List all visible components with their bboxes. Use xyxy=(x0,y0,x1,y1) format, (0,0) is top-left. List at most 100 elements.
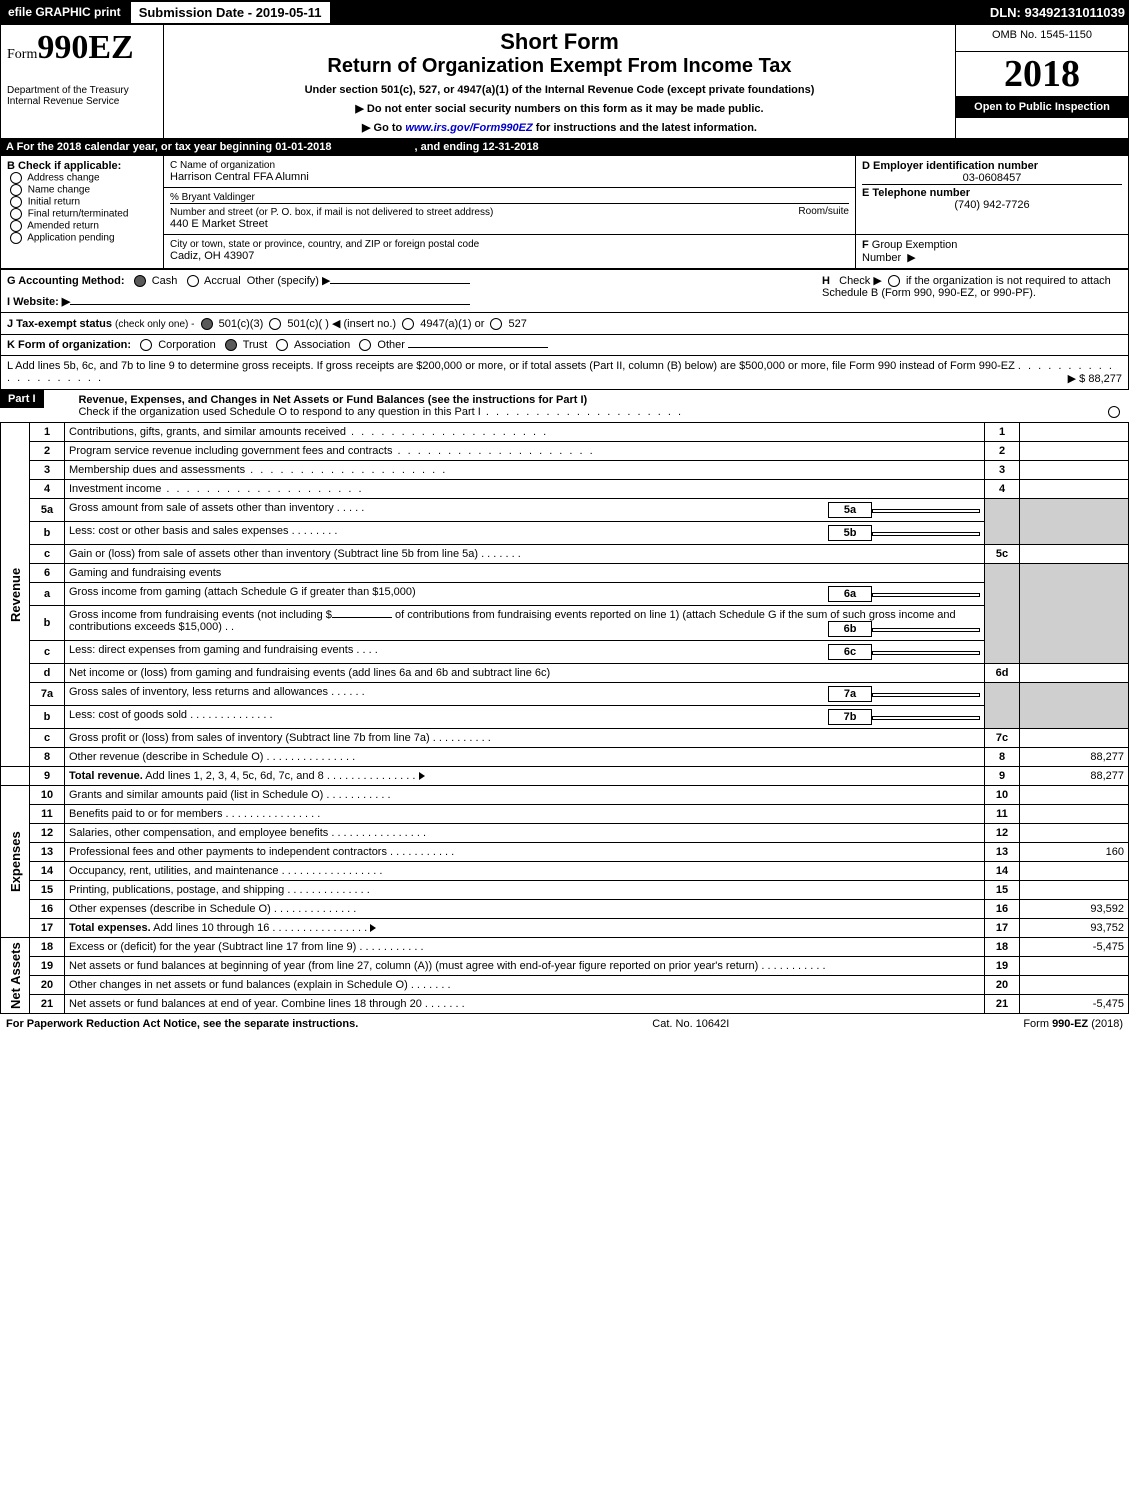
line7c-desc: Gross profit or (loss) from sales of inv… xyxy=(69,732,430,744)
line-i-label: I Website: ▶ xyxy=(7,296,70,308)
line5a-desc: Gross amount from sale of assets other t… xyxy=(69,502,334,514)
efile-label: efile GRAPHIC print xyxy=(4,5,125,19)
line1-desc: Contributions, gifts, grants, and simila… xyxy=(69,426,346,438)
street-label: Number and street (or P. O. box, if mail… xyxy=(170,207,493,218)
line13-desc: Professional fees and other payments to … xyxy=(69,846,387,858)
line21-desc: Net assets or fund balances at end of ye… xyxy=(69,998,422,1010)
radio-corp[interactable] xyxy=(140,339,152,351)
room-label: Room/suite xyxy=(798,206,849,217)
box-f-label: F Group ExemptionNumber ▶ xyxy=(862,239,1122,264)
line3-desc: Membership dues and assessments xyxy=(69,464,245,476)
org-name: Harrison Central FFA Alumni xyxy=(170,171,849,183)
line-h-label: H xyxy=(822,275,830,287)
street-value: 440 E Market Street xyxy=(170,218,849,230)
line-l-amount: ▶ $ 88,277 xyxy=(1068,372,1122,385)
irs-link[interactable]: www.irs.gov/Form990EZ xyxy=(405,122,532,134)
header-table: Form990EZ Department of the Treasury Int… xyxy=(0,24,1129,139)
footer-mid: Cat. No. 10642I xyxy=(652,1018,729,1030)
chk-initial[interactable]: Initial return xyxy=(7,196,157,208)
line12-desc: Salaries, other compensation, and employ… xyxy=(69,827,328,839)
line5c-desc: Gain or (loss) from sale of assets other… xyxy=(69,548,478,560)
return-title: Return of Organization Exempt From Incom… xyxy=(170,55,949,78)
ein-value: 03-0608457 xyxy=(862,172,1122,184)
radio-501c3[interactable] xyxy=(201,318,213,330)
line16-desc: Other expenses (describe in Schedule O) xyxy=(69,903,271,915)
top-bar: efile GRAPHIC print Submission Date - 20… xyxy=(0,0,1129,24)
dept-label: Department of the Treasury xyxy=(7,85,157,96)
org-info-table: B Check if applicable: Address change Na… xyxy=(0,155,1129,269)
line21-amt: -5,475 xyxy=(1020,995,1129,1014)
radio-part1-check[interactable] xyxy=(1108,406,1120,418)
line18-desc: Excess or (deficit) for the year (Subtra… xyxy=(69,941,356,953)
chk-address[interactable]: Address change xyxy=(7,172,157,184)
chk-name[interactable]: Name change xyxy=(7,184,157,196)
radio-other-org[interactable] xyxy=(359,339,371,351)
part1-header: Part I Revenue, Expenses, and Changes in… xyxy=(0,390,1129,422)
part1-title: Revenue, Expenses, and Changes in Net As… xyxy=(78,394,587,406)
chk-final[interactable]: Final return/terminated xyxy=(7,208,157,220)
line19-desc: Net assets or fund balances at beginning… xyxy=(69,960,758,972)
line20-desc: Other changes in net assets or fund bala… xyxy=(69,979,408,991)
radio-accrual[interactable] xyxy=(187,275,199,287)
part1-label: Part I xyxy=(0,390,44,408)
line11-desc: Benefits paid to or for members xyxy=(69,808,222,820)
box-c-label: C Name of organization xyxy=(170,160,849,171)
dln-number: DLN: 93492131011039 xyxy=(990,5,1125,20)
line6a-desc: Gross income from gaming (attach Schedul… xyxy=(69,586,416,598)
line-g-label: G Accounting Method: xyxy=(7,275,125,287)
part1-check: Check if the organization used Schedule … xyxy=(78,406,480,418)
line6-desc: Gaming and fundraising events xyxy=(65,564,985,583)
line15-desc: Printing, publications, postage, and shi… xyxy=(69,884,284,896)
radio-trust[interactable] xyxy=(225,339,237,351)
line7a-desc: Gross sales of inventory, less returns a… xyxy=(69,686,328,698)
line17-amt: 93,752 xyxy=(1020,919,1129,938)
line5b-desc: Less: cost or other basis and sales expe… xyxy=(69,525,289,537)
line13-amt: 160 xyxy=(1020,843,1129,862)
lines-table: Revenue 1 Contributions, gifts, grants, … xyxy=(0,422,1129,1014)
chk-pending[interactable]: Application pending xyxy=(7,232,157,244)
ssn-warning: ▶ Do not enter social security numbers o… xyxy=(170,102,949,115)
line18-amt: -5,475 xyxy=(1020,938,1129,957)
section-a: A For the 2018 calendar year, or tax yea… xyxy=(0,139,1129,155)
ghij-table: G Accounting Method: Cash Accrual Other … xyxy=(0,269,1129,390)
irs-label: Internal Revenue Service xyxy=(7,96,157,107)
careof: % Bryant Valdinger xyxy=(170,192,849,203)
form-number: Form990EZ xyxy=(7,29,157,67)
line17-desc: Total expenses. xyxy=(69,922,151,934)
line7b-desc: Less: cost of goods sold xyxy=(69,709,187,721)
footer-left: For Paperwork Reduction Act Notice, see … xyxy=(6,1018,358,1030)
line9-amt: 88,277 xyxy=(1020,767,1129,786)
radio-h[interactable] xyxy=(888,275,900,287)
side-expenses: Expenses xyxy=(1,786,30,938)
line14-desc: Occupancy, rent, utilities, and maintena… xyxy=(69,865,279,877)
radio-4947[interactable] xyxy=(402,318,414,330)
radio-cash[interactable] xyxy=(134,275,146,287)
line16-amt: 93,592 xyxy=(1020,900,1129,919)
line9-desc: Total revenue. xyxy=(69,770,143,782)
radio-527[interactable] xyxy=(490,318,502,330)
line6d-desc: Net income or (loss) from gaming and fun… xyxy=(69,667,550,679)
section-a-begin: A For the 2018 calendar year, or tax yea… xyxy=(6,141,331,153)
radio-assoc[interactable] xyxy=(276,339,288,351)
line-l-text: L Add lines 5b, 6c, and 7b to line 9 to … xyxy=(7,360,1015,372)
under-section: Under section 501(c), 527, or 4947(a)(1)… xyxy=(170,84,949,96)
line6b-desc1: Gross income from fundraising events (no… xyxy=(69,609,332,621)
line-j-label: J Tax-exempt status xyxy=(7,318,112,330)
line-k-label: K Form of organization: xyxy=(7,339,131,351)
radio-501c[interactable] xyxy=(269,318,281,330)
line10-desc: Grants and similar amounts paid (list in… xyxy=(69,789,323,801)
phone-value: (740) 942-7726 xyxy=(862,199,1122,211)
line6c-desc: Less: direct expenses from gaming and fu… xyxy=(69,644,353,656)
short-form-title: Short Form xyxy=(170,29,949,55)
line8-amt: 88,277 xyxy=(1020,748,1129,767)
chk-amended[interactable]: Amended return xyxy=(7,220,157,232)
box-e-label: E Telephone number xyxy=(862,184,1122,199)
line2-desc: Program service revenue including govern… xyxy=(69,445,392,457)
city-value: Cadiz, OH 43907 xyxy=(170,250,849,262)
inspection-label: Open to Public Inspection xyxy=(956,96,1128,118)
line4-desc: Investment income xyxy=(69,483,161,495)
side-revenue: Revenue xyxy=(1,423,30,767)
line1-amt xyxy=(1020,423,1129,442)
box-b-label: B Check if applicable: xyxy=(7,160,157,172)
city-label: City or town, state or province, country… xyxy=(170,239,849,250)
